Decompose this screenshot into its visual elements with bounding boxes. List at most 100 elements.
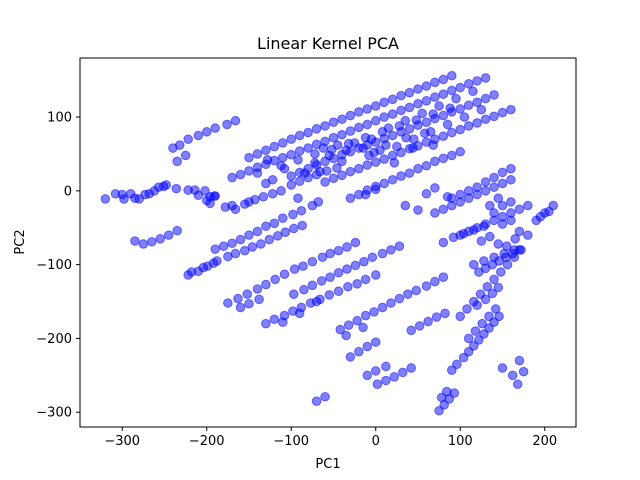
scatter-point	[288, 289, 299, 299]
scatter-point	[413, 205, 423, 215]
scatter-point	[279, 269, 290, 280]
scatter-point	[476, 236, 487, 246]
y-axis-label: PC2	[13, 229, 28, 254]
scatter-point	[487, 288, 498, 299]
scatter-point	[449, 388, 460, 398]
scatter-point	[158, 181, 169, 192]
scatter-point	[446, 85, 457, 96]
scatter-point	[337, 114, 347, 125]
scatter-point	[455, 189, 466, 200]
scatter-point	[482, 281, 493, 292]
scatter-point	[509, 245, 520, 255]
scatter-point	[475, 289, 486, 299]
scatter-point	[414, 321, 425, 331]
scatter-point	[455, 104, 466, 114]
scatter-point	[506, 174, 516, 185]
scatter-point	[218, 241, 229, 251]
scatter-point	[342, 264, 352, 274]
scatter-point	[408, 143, 418, 153]
scatter-point	[288, 209, 298, 220]
scatter-point	[149, 186, 160, 196]
scatter-point	[341, 330, 351, 341]
scatter-point	[270, 274, 280, 285]
scatter-point	[303, 143, 313, 153]
scatter-point	[235, 302, 246, 313]
scatter-point	[510, 234, 520, 244]
scatter-point	[267, 174, 278, 185]
scatter-point	[163, 230, 174, 240]
scatter-point	[518, 366, 529, 377]
scatter-point	[293, 155, 303, 165]
scatter-point	[404, 87, 415, 98]
scatter-point	[387, 130, 398, 141]
scatter-point	[413, 163, 423, 174]
scatter-point	[310, 158, 320, 168]
scatter-point	[523, 200, 533, 211]
scatter-point	[438, 131, 449, 142]
scatter-point	[235, 169, 246, 180]
y-tick-label: −100	[36, 258, 72, 273]
scatter-point	[328, 117, 339, 128]
scatter-point	[419, 128, 430, 139]
scatter-point	[392, 141, 402, 152]
scatter-point	[272, 231, 283, 241]
scatter-point	[455, 311, 466, 322]
scatter-point	[479, 256, 489, 266]
scatter-point	[239, 245, 250, 256]
scatter-point	[400, 200, 411, 211]
scatter-point	[183, 134, 193, 144]
scatter-point	[230, 115, 241, 126]
x-axis-label: PC1	[315, 457, 340, 472]
scatter-point	[244, 166, 254, 176]
scatter-point	[470, 326, 481, 336]
scatter-point	[506, 104, 516, 115]
scatter-point	[294, 130, 305, 141]
scatter-point	[193, 130, 204, 141]
scatter-point	[468, 296, 479, 307]
x-tick-label: 100	[448, 434, 473, 449]
scatter-point	[431, 312, 442, 322]
scatter-point	[244, 152, 254, 163]
scatter-point	[269, 314, 280, 325]
scatter-point	[230, 248, 241, 259]
scatter-point	[324, 290, 335, 300]
scatter-point	[318, 143, 329, 153]
scatter-point	[324, 150, 335, 161]
scatter-point	[489, 111, 499, 122]
scatter-point	[252, 149, 263, 159]
scatter-point	[523, 230, 533, 240]
scatter-point	[362, 160, 373, 170]
scatter-point	[472, 76, 482, 86]
scatter-point	[446, 150, 457, 161]
scatter-point	[198, 262, 209, 273]
scatter-point	[387, 94, 398, 105]
scatter-point	[362, 370, 373, 381]
scatter-point	[430, 156, 440, 167]
scatter-point	[493, 239, 504, 249]
scatter-point	[383, 123, 394, 133]
scatter-point	[325, 272, 335, 282]
scatter-point	[172, 225, 182, 236]
scatter-point	[244, 197, 254, 207]
scatter-point	[417, 108, 428, 119]
scatter-point	[438, 153, 449, 164]
scatter-point	[423, 316, 433, 327]
scatter-point	[100, 194, 111, 204]
scatter-point	[147, 236, 157, 247]
scatter-point	[286, 149, 297, 160]
scatter-point	[350, 260, 361, 271]
scatter-point	[345, 166, 356, 177]
scatter-point	[493, 193, 504, 204]
scatter-point	[369, 307, 379, 317]
scatter-point	[328, 132, 339, 143]
scatter-point	[421, 117, 432, 128]
scatter-point	[438, 74, 449, 85]
scatter-point	[352, 315, 362, 326]
scatter-point	[359, 256, 369, 267]
scatter-point	[354, 122, 364, 133]
scatter-point	[514, 226, 525, 237]
scatter-point	[438, 89, 449, 99]
scatter-point	[404, 168, 415, 178]
scatter-point	[497, 167, 508, 178]
